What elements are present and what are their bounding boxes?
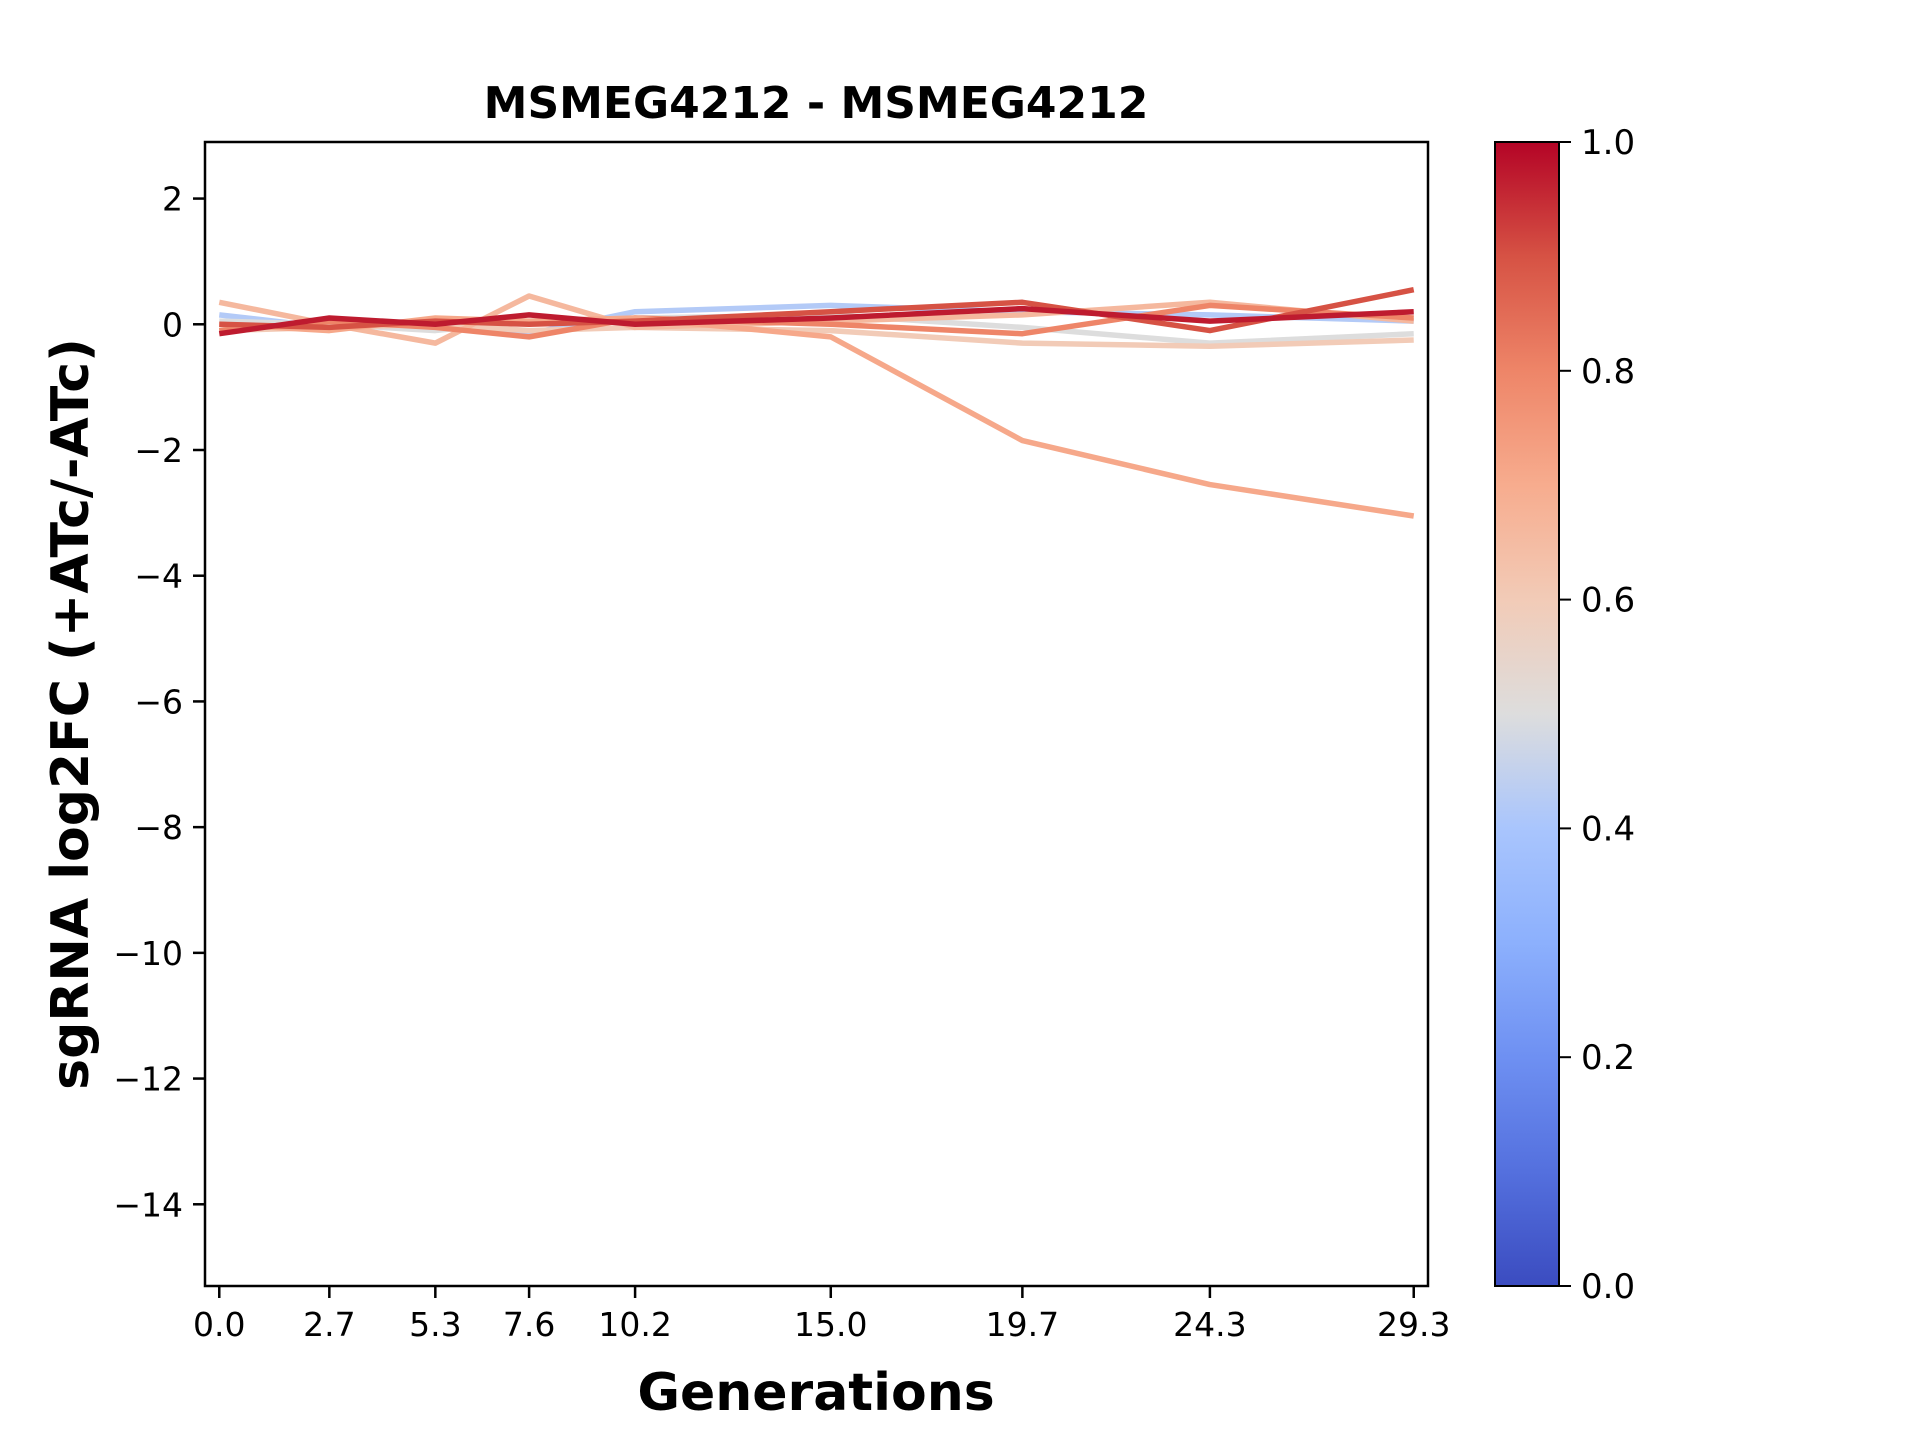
y-tick-label: −12 (113, 1060, 183, 1099)
series-line-7 (219, 287, 1415, 334)
y-tick-label: −6 (134, 682, 183, 721)
y-axis-label: sgRNA log2FC (+ATc/-ATc) (41, 338, 101, 1090)
axes-group: 0.0 2.7 5.3 7.6 10.2 15.0 19.7 24.3 29.3 2 0 −2 −4 −6… (113, 140, 1450, 1344)
chart-title: MSMEG4212 - MSMEG4212 (484, 78, 1149, 129)
colorbar: 1.0 0.8 0.6 0.4 0.2 0.0 (1494, 123, 1635, 1307)
x-tick-label: 7.6 (503, 1305, 555, 1344)
y-tick-label: −4 (134, 557, 183, 596)
colorbar-gradient (1495, 142, 1559, 1286)
x-tick-label: 2.7 (303, 1305, 355, 1344)
x-tick-label: 10.2 (598, 1305, 671, 1344)
x-tick-label: 29.3 (1377, 1305, 1450, 1344)
colorbar-tick-label: 0.4 (1581, 809, 1635, 849)
colorbar-tick-label: 0.8 (1581, 352, 1635, 392)
series-group (205, 142, 1428, 1286)
x-tick-label: 5.3 (409, 1305, 461, 1344)
x-axis-label: Generations (637, 1363, 994, 1423)
plot-border (203, 140, 1430, 1288)
x-tick-label: 19.7 (986, 1305, 1059, 1344)
x-tick-label: 24.3 (1173, 1305, 1246, 1344)
y-tick-label: −2 (134, 431, 183, 470)
series-line-8 (218, 305, 1414, 337)
colorbar-tick-label: 0.2 (1581, 1038, 1635, 1078)
y-tick-label: −10 (113, 934, 183, 973)
y-tick-label: 0 (162, 305, 183, 344)
colorbar-tick-label: 0.0 (1581, 1267, 1635, 1307)
colorbar-tick-label: 1.0 (1581, 123, 1635, 163)
x-tick-label: 15.0 (794, 1305, 867, 1344)
y-tick-label: −8 (134, 808, 183, 847)
series-line-4 (218, 293, 1414, 346)
y-tick-label: 2 (162, 180, 183, 219)
x-tick-label: 0.0 (193, 1305, 245, 1344)
y-tick-label: −14 (113, 1185, 183, 1224)
colorbar-border (1494, 141, 1560, 1287)
colorbar-tick-label: 0.6 (1581, 581, 1635, 621)
